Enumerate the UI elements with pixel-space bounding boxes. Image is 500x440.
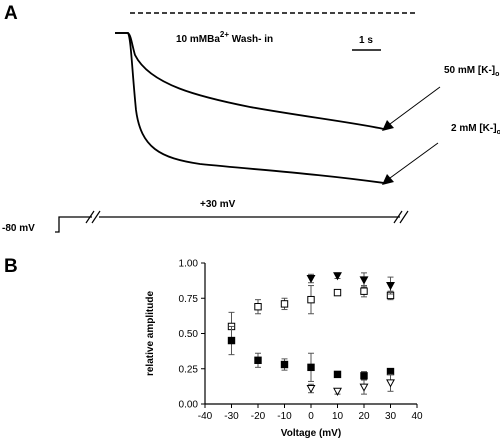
protocol-break-right-2 (399, 210, 409, 224)
y-tick-label: 0.00 (179, 400, 199, 411)
arrow-2mm-head (382, 174, 394, 185)
holding-potential-label: -80 mV (2, 223, 35, 234)
chart-marks (227, 272, 395, 396)
step-potential-label: +30 mV (200, 199, 236, 210)
open-square-marker (254, 303, 262, 311)
x-tick-label: -30 (224, 411, 239, 422)
x-tick-label: -40 (198, 411, 213, 422)
open-triangle-marker (359, 383, 369, 392)
filled-square-marker (254, 356, 262, 364)
label-2mm: 2 mM [K-]o (451, 123, 500, 136)
filled-triangle-marker (386, 282, 395, 291)
open-square-marker (307, 295, 315, 304)
arrow-2mm-line (389, 142, 439, 179)
filled-square-marker (307, 363, 315, 372)
x-tick-label: 10 (332, 411, 344, 422)
open-triangle-marker (333, 387, 342, 396)
arrow-50mm-head (382, 120, 394, 131)
y-tick-label: 0.25 (179, 364, 199, 375)
panel-b-letter: B (4, 256, 18, 277)
y-tick-label: 0.50 (179, 329, 199, 340)
panel-a-letter: A (4, 3, 18, 24)
filled-square-marker (360, 372, 368, 380)
filled-square-marker (280, 360, 289, 369)
x-tick-label: 30 (385, 411, 397, 422)
y-axis-title: relative amplitude (145, 291, 156, 376)
trace-2mm (115, 32, 385, 184)
label-50mm: 50 mM [K-]o (444, 65, 499, 78)
x-tick-label: 0 (308, 411, 314, 422)
protocol-line (55, 216, 400, 233)
open-square-marker (280, 300, 289, 308)
filled-triangle-marker (333, 272, 342, 281)
arrow-50mm-line (389, 86, 441, 125)
open-square-marker (360, 287, 368, 295)
x-axis-title: Voltage (mV) (281, 428, 341, 439)
open-triangle-marker (386, 379, 395, 388)
filled-triangle-marker (359, 276, 369, 285)
washin-label: 10 mMBa2+ Wash- in (176, 30, 273, 45)
x-tick-label: 20 (358, 411, 370, 422)
chart-axes: -40 -30 -20 -10 0 10 20 30 40 0.00 0.25 0.50 0.75 1.0… (145, 259, 423, 440)
x-tick-label: -20 (251, 411, 266, 422)
y-tick-label: 0.75 (179, 294, 199, 305)
amplitude-chart: -40 -30 -20 -10 0 10 20 30 40 0.00 0.25 0.50 0.75 1.0… (145, 259, 423, 440)
filled-square-marker (333, 370, 342, 379)
filled-triangle-marker (306, 275, 316, 284)
protocol-break-left-2 (91, 210, 101, 224)
x-tick-label: -10 (277, 411, 292, 422)
filled-square-marker (386, 367, 395, 376)
y-tick-label: 1.00 (179, 259, 199, 270)
open-triangle-marker (306, 384, 316, 394)
protocol-break-left-1 (85, 210, 95, 224)
trace-50mm (115, 32, 385, 130)
x-tick-label: 40 (411, 411, 423, 422)
filled-square-marker (227, 336, 236, 345)
scale-bar-label: 1 s (359, 35, 373, 46)
open-square-marker (333, 288, 342, 297)
protocol-break-right-1 (393, 210, 403, 224)
